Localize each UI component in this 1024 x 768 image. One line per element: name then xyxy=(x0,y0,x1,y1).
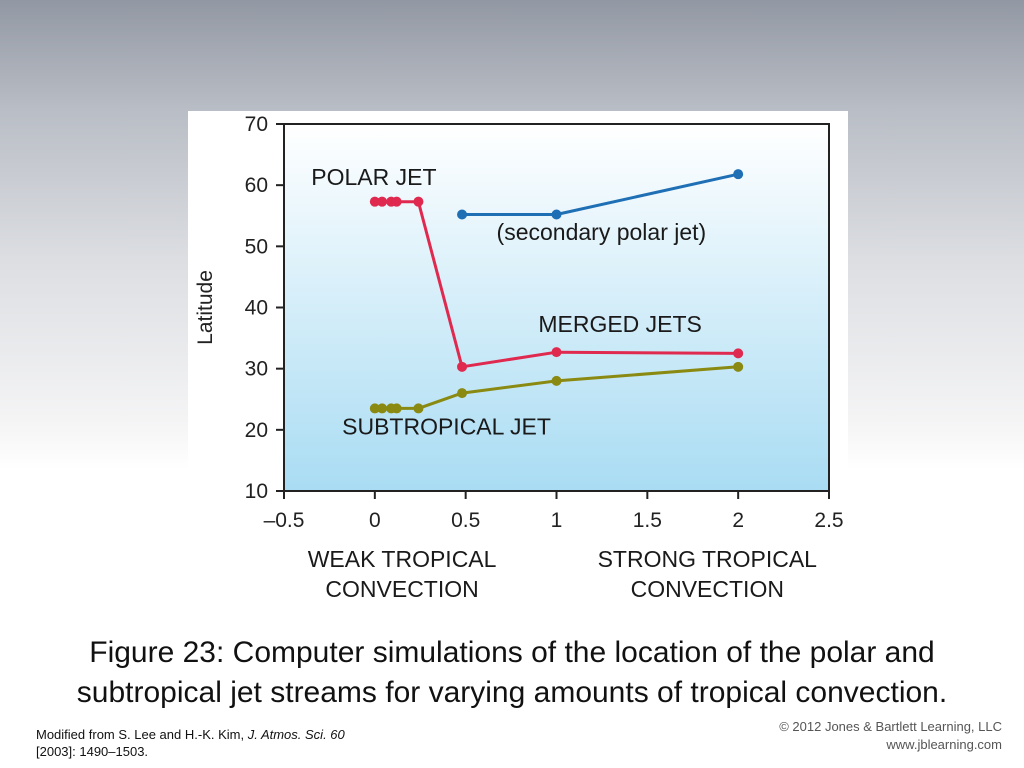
data-point xyxy=(413,403,424,414)
chart-svg: –0.5 0 0.5 1 1.5 2 2.5 10 20 30 40 50 60 70 Latitude P… xyxy=(194,113,844,602)
x-group-label: STRONG TROPICAL xyxy=(598,546,818,572)
data-point xyxy=(391,403,402,414)
data-point xyxy=(369,403,380,414)
x-tick-label: 1 xyxy=(551,509,563,532)
y-tick-label: 40 xyxy=(245,297,268,320)
series-annotation: POLAR JET xyxy=(311,164,436,190)
credit-journal: J. Atmos. Sci. 60 xyxy=(247,727,345,742)
x-tick-label: 1.5 xyxy=(633,509,662,532)
data-point xyxy=(377,196,388,207)
data-point xyxy=(391,196,402,207)
credit-prefix: Modified from S. Lee and H.-K. Kim, xyxy=(36,727,248,742)
data-point xyxy=(551,375,562,386)
data-point xyxy=(733,169,744,180)
y-axis-label: Latitude xyxy=(194,270,217,345)
x-tick-label: –0.5 xyxy=(264,509,305,532)
plot-area xyxy=(284,124,829,491)
copyright-line: © 2012 Jones & Bartlett Learning, LLC xyxy=(779,719,1002,734)
series-annotation: MERGED JETS xyxy=(538,311,702,337)
chart-panel: –0.5 0 0.5 1 1.5 2 2.5 10 20 30 40 50 60 70 Latitude P… xyxy=(188,111,848,611)
x-group-label: CONVECTION xyxy=(631,576,784,602)
data-point xyxy=(551,347,562,358)
x-tick-label: 2.5 xyxy=(814,509,843,532)
y-tick-label: 30 xyxy=(245,358,268,381)
x-tick-label: 0 xyxy=(369,509,381,532)
x-group-label: WEAK TROPICAL xyxy=(308,546,497,572)
copyright-notice: © 2012 Jones & Bartlett Learning, LLC ww… xyxy=(779,718,1002,754)
series-annotation: (secondary polar jet) xyxy=(497,219,707,245)
y-tick-label: 70 xyxy=(245,113,268,136)
source-credit: Modified from S. Lee and H.-K. Kim, J. A… xyxy=(36,726,345,760)
copyright-url: www.jblearning.com xyxy=(886,737,1002,752)
y-tick-label: 10 xyxy=(245,480,268,503)
data-point xyxy=(377,403,388,414)
x-tick-label: 0.5 xyxy=(451,509,480,532)
data-point xyxy=(413,196,424,207)
data-point xyxy=(733,361,744,372)
data-point xyxy=(369,196,380,207)
figure-caption: Figure 23: Computer simulations of the l… xyxy=(76,636,948,709)
data-point xyxy=(733,348,744,359)
x-group-label: CONVECTION xyxy=(325,576,478,602)
series-annotation: SUBTROPICAL JET xyxy=(342,414,551,440)
y-tick-label: 50 xyxy=(245,235,268,258)
data-point xyxy=(457,209,468,220)
y-tick-label: 60 xyxy=(245,174,268,197)
credit-suffix: [2003]: 1490–1503. xyxy=(36,744,149,759)
data-point xyxy=(551,209,562,220)
data-point xyxy=(457,361,468,372)
y-tick-label: 20 xyxy=(245,419,268,442)
x-tick-label: 2 xyxy=(732,509,744,532)
data-point xyxy=(457,388,468,399)
